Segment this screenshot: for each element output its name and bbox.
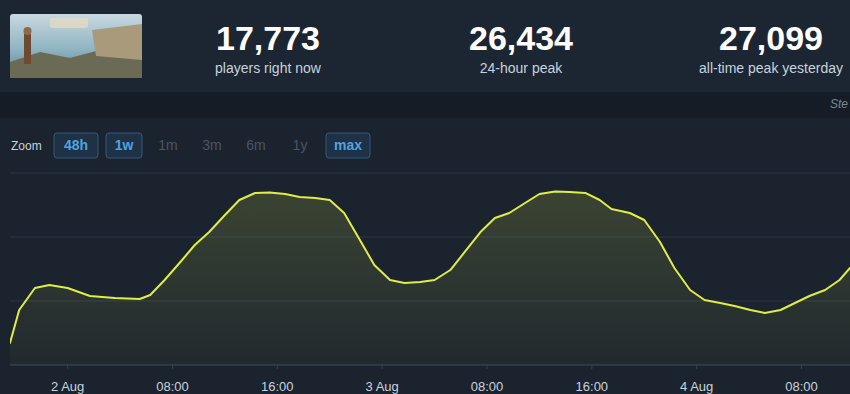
zoom-button[interactable]: 48h bbox=[54, 133, 98, 158]
zoom-button[interactable]: max bbox=[326, 133, 370, 158]
stat-number: 27,099 bbox=[719, 19, 823, 57]
thumb-figure bbox=[24, 34, 31, 64]
zoom-button[interactable]: 1w bbox=[106, 133, 142, 158]
x-tick bbox=[801, 365, 802, 369]
zoom-button-bg bbox=[106, 133, 142, 158]
x-tick-label: 16:00 bbox=[261, 379, 294, 394]
zoom-button-bg bbox=[326, 133, 370, 158]
stat-number: 26,434 bbox=[469, 19, 573, 57]
x-tick bbox=[277, 365, 278, 369]
x-tick-label: 08:00 bbox=[471, 379, 504, 394]
zoom-button-bg bbox=[54, 133, 98, 158]
zoom-text: 3m bbox=[202, 137, 221, 153]
x-tick-label: 4 Aug bbox=[680, 379, 713, 394]
zoom-text: 48h bbox=[64, 137, 88, 153]
x-tick bbox=[172, 365, 173, 369]
x-tick bbox=[487, 365, 488, 369]
zoom-button[interactable]: 6m bbox=[246, 137, 265, 153]
x-tick bbox=[591, 365, 592, 369]
x-tick-label: 16:00 bbox=[576, 379, 609, 394]
zoom-button[interactable]: 3m bbox=[202, 137, 221, 153]
plot-area bbox=[10, 192, 850, 365]
x-tick-label: 08:00 bbox=[156, 379, 189, 394]
corner-text: Ste bbox=[830, 97, 848, 111]
x-tick-label: 08:00 bbox=[785, 379, 818, 394]
player-line bbox=[10, 192, 850, 343]
stat-caption: all-time peak yesterday bbox=[699, 60, 843, 76]
thumb-sky bbox=[10, 14, 142, 78]
stat-number: 17,773 bbox=[216, 19, 320, 57]
grid-line bbox=[10, 173, 850, 174]
x-tick bbox=[382, 365, 383, 369]
x-tick bbox=[696, 365, 697, 369]
stat-caption: 24-hour peak bbox=[480, 60, 564, 76]
zoom-label: Zoom bbox=[11, 139, 42, 153]
zoom-text: 1y bbox=[293, 137, 308, 153]
x-tick-label: 3 Aug bbox=[366, 379, 399, 394]
thumb-figure bbox=[24, 27, 32, 35]
zoom-text: 1w bbox=[115, 137, 134, 153]
thumb-logo bbox=[50, 18, 88, 28]
x-tick-label: 2 Aug bbox=[51, 379, 84, 394]
zoom-button[interactable]: 1y bbox=[293, 137, 308, 153]
chart-bg bbox=[0, 118, 850, 394]
page: 17,773 players right now 26,434 24-hour pea… bbox=[0, 0, 850, 394]
area-fill bbox=[10, 192, 850, 365]
zoom-text: 1m bbox=[158, 137, 177, 153]
header-bg bbox=[0, 0, 850, 92]
x-tick bbox=[67, 365, 68, 369]
stat-caption: players right now bbox=[215, 60, 322, 76]
zoom-button[interactable]: 1m bbox=[158, 137, 177, 153]
zoom-text: 6m bbox=[246, 137, 265, 153]
thumb-ruins bbox=[92, 24, 142, 60]
zoom-text: max bbox=[334, 137, 362, 153]
thumbnail bbox=[10, 14, 142, 78]
grid-line bbox=[10, 237, 850, 238]
strip-bg bbox=[0, 92, 850, 118]
